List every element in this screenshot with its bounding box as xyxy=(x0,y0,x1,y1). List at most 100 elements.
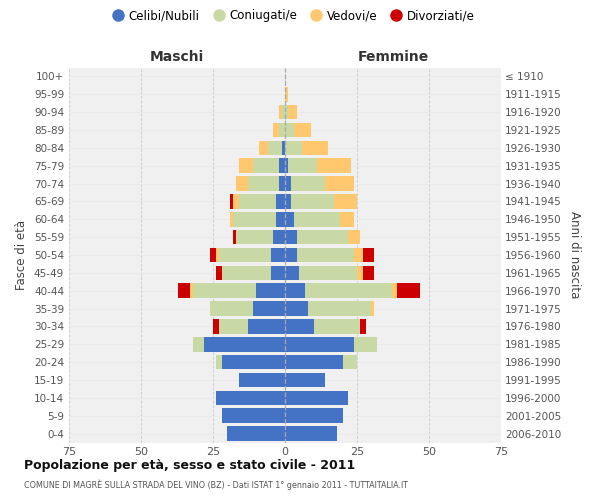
Bar xyxy=(221,355,285,370)
Bar xyxy=(219,248,271,262)
Y-axis label: Fasce di età: Fasce di età xyxy=(16,220,28,290)
Bar xyxy=(282,105,285,120)
Bar xyxy=(296,230,349,244)
Bar xyxy=(190,284,193,298)
Bar xyxy=(233,230,236,244)
Bar xyxy=(227,426,285,441)
Bar xyxy=(239,194,277,209)
Bar xyxy=(392,284,397,298)
Bar xyxy=(253,301,285,316)
Bar xyxy=(282,140,285,155)
Bar xyxy=(285,140,302,155)
Bar xyxy=(308,301,371,316)
Bar xyxy=(288,105,296,120)
Bar xyxy=(285,176,291,191)
Bar xyxy=(230,212,233,226)
Bar xyxy=(314,319,360,334)
Bar xyxy=(279,158,285,173)
Bar xyxy=(221,266,271,280)
Bar xyxy=(340,212,354,226)
Y-axis label: Anni di nascita: Anni di nascita xyxy=(568,212,581,298)
Bar xyxy=(363,266,374,280)
Bar xyxy=(216,355,221,370)
Bar xyxy=(230,194,233,209)
Bar xyxy=(285,408,343,423)
Bar xyxy=(239,372,285,388)
Legend: Celibi/Nubili, Coniugati/e, Vedovi/e, Divorziati/e: Celibi/Nubili, Coniugati/e, Vedovi/e, Di… xyxy=(110,6,478,26)
Bar xyxy=(296,248,354,262)
Bar xyxy=(271,248,285,262)
Bar xyxy=(248,176,279,191)
Bar xyxy=(233,194,239,209)
Bar xyxy=(325,176,354,191)
Bar xyxy=(305,284,392,298)
Bar xyxy=(210,301,253,316)
Bar xyxy=(213,319,219,334)
Text: Popolazione per età, sesso e stato civile - 2011: Popolazione per età, sesso e stato civil… xyxy=(24,459,355,472)
Bar xyxy=(219,319,248,334)
Bar xyxy=(256,284,285,298)
Bar xyxy=(285,426,337,441)
Bar xyxy=(277,212,285,226)
Bar xyxy=(317,158,351,173)
Bar xyxy=(216,248,219,262)
Bar xyxy=(268,140,282,155)
Bar xyxy=(285,194,291,209)
Bar xyxy=(259,140,268,155)
Bar xyxy=(216,390,285,405)
Bar xyxy=(291,176,325,191)
Bar xyxy=(233,212,277,226)
Text: Maschi: Maschi xyxy=(150,50,204,64)
Bar xyxy=(285,248,296,262)
Bar xyxy=(274,230,285,244)
Bar xyxy=(221,408,285,423)
Bar xyxy=(357,266,363,280)
Bar xyxy=(205,337,285,351)
Bar xyxy=(285,319,314,334)
Bar xyxy=(285,105,288,120)
Bar xyxy=(291,194,334,209)
Bar xyxy=(193,284,256,298)
Bar xyxy=(363,248,374,262)
Bar xyxy=(354,248,363,262)
Bar xyxy=(302,140,328,155)
Bar xyxy=(285,212,293,226)
Bar xyxy=(285,158,288,173)
Bar xyxy=(285,87,288,102)
Bar xyxy=(277,194,285,209)
Bar xyxy=(274,122,279,138)
Bar xyxy=(236,176,248,191)
Bar xyxy=(397,284,421,298)
Bar xyxy=(288,158,317,173)
Bar xyxy=(293,212,340,226)
Bar xyxy=(293,122,311,138)
Bar xyxy=(285,337,354,351)
Bar xyxy=(210,248,216,262)
Bar xyxy=(299,266,357,280)
Bar xyxy=(285,372,325,388)
Bar xyxy=(285,266,299,280)
Bar xyxy=(349,230,360,244)
Text: Femmine: Femmine xyxy=(358,50,428,64)
Bar xyxy=(248,319,285,334)
Bar xyxy=(216,266,221,280)
Bar xyxy=(334,194,357,209)
Bar xyxy=(360,319,365,334)
Bar xyxy=(354,337,377,351)
Bar xyxy=(178,284,190,298)
Bar xyxy=(285,284,305,298)
Bar xyxy=(239,158,253,173)
Bar xyxy=(285,301,308,316)
Bar xyxy=(271,266,285,280)
Bar xyxy=(253,158,279,173)
Bar xyxy=(279,105,282,120)
Bar xyxy=(285,355,343,370)
Bar xyxy=(343,355,357,370)
Bar xyxy=(371,301,374,316)
Bar xyxy=(285,390,349,405)
Bar xyxy=(279,122,285,138)
Bar xyxy=(193,337,205,351)
Bar xyxy=(236,230,274,244)
Bar xyxy=(285,122,293,138)
Bar xyxy=(279,176,285,191)
